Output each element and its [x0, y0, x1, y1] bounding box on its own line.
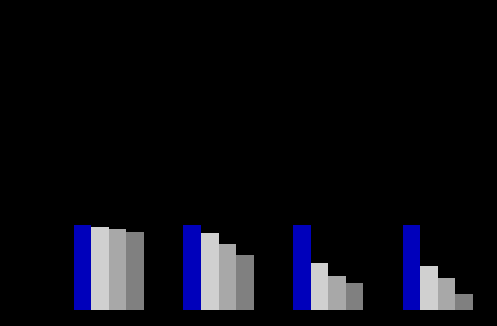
Bar [311, 263, 328, 310]
Bar [183, 225, 201, 310]
Bar [420, 266, 438, 310]
Bar [293, 225, 311, 310]
Bar [127, 232, 144, 310]
Bar [455, 294, 473, 310]
Bar [109, 229, 127, 310]
Bar [91, 227, 109, 310]
Bar [346, 283, 363, 310]
Bar [219, 244, 236, 310]
Bar [236, 255, 253, 310]
Bar [201, 233, 219, 310]
Bar [328, 276, 346, 310]
Bar [403, 225, 420, 310]
Bar [438, 278, 455, 310]
Bar [74, 225, 91, 310]
